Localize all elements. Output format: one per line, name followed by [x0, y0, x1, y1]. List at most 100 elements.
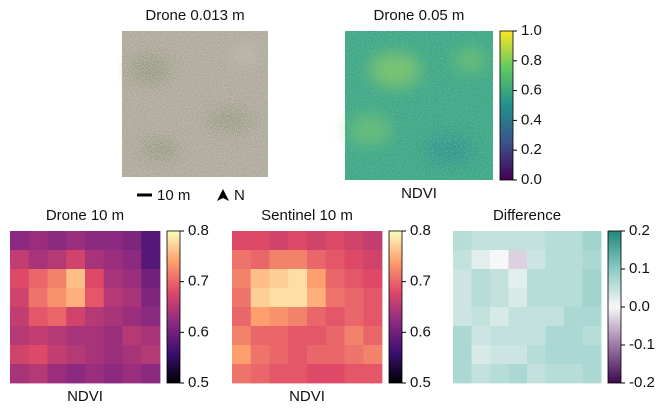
heatmap-cell	[472, 345, 491, 364]
heatmap-cell	[345, 269, 364, 288]
heatmap-cell	[123, 269, 142, 288]
heatmap-cell	[232, 345, 251, 364]
heatmap-cell	[583, 269, 602, 288]
colorbar-tick-label: 0.5	[410, 374, 431, 391]
colorbar-tick-label: 0.6	[410, 323, 431, 340]
heatmap-cell	[307, 364, 326, 383]
heatmap-cell	[564, 307, 583, 326]
heatmap-cell	[546, 307, 565, 326]
heatmap-cell	[288, 345, 307, 364]
heatmap-cell	[546, 364, 565, 383]
heatmap-cell	[104, 269, 123, 288]
heatmap-cell	[232, 288, 251, 307]
heatmap-cell	[270, 231, 289, 250]
heatmap-cell	[509, 364, 528, 383]
colorbar-tick-label: 0.0	[629, 298, 650, 315]
heatmap-cell	[48, 364, 67, 383]
heatmap-cell	[66, 326, 85, 345]
heatmap-cell	[490, 345, 509, 364]
heatmap-cell	[288, 364, 307, 383]
colorbar-tick-label: 0.7	[410, 273, 431, 290]
heatmap-cell	[564, 364, 583, 383]
heatmap-cell	[104, 326, 123, 345]
heatmap-cell	[326, 231, 345, 250]
colorbar-tick-label: 0.0	[521, 171, 542, 188]
heatmap-cell	[123, 250, 142, 269]
heatmap-cell	[546, 288, 565, 307]
heatmap-cell	[363, 326, 382, 345]
panel-title: Drone 0.013 m	[145, 7, 244, 24]
heatmap-cell	[85, 326, 104, 345]
heatmap-cell	[307, 250, 326, 269]
heatmap-cell	[583, 250, 602, 269]
heatmap-cell	[453, 307, 472, 326]
heatmap-cell	[10, 250, 29, 269]
heatmap-cell	[326, 364, 345, 383]
heatmap-cell	[363, 231, 382, 250]
colorbar-tick-label: 0.2	[629, 222, 650, 239]
ndvi-image	[345, 31, 493, 180]
heatmap-cell	[345, 288, 364, 307]
heatmap-cell	[29, 288, 48, 307]
colorbar-label: NDVI	[401, 185, 437, 202]
heatmap-cell	[509, 288, 528, 307]
heatmap-cell	[472, 307, 491, 326]
heatmap-cell	[10, 326, 29, 345]
heatmap-cell	[123, 231, 142, 250]
heatmap-cell	[345, 250, 364, 269]
heatmap-cell	[527, 250, 546, 269]
heatmap-cell	[472, 288, 491, 307]
heatmap-cell	[66, 307, 85, 326]
heatmap-cell	[85, 345, 104, 364]
heatmap-cell	[527, 307, 546, 326]
heatmap-cell	[48, 231, 67, 250]
heatmap-cell	[345, 231, 364, 250]
colorbar-tick-label: 0.8	[410, 222, 431, 239]
heatmap-cell	[251, 269, 270, 288]
heatmap-cell	[251, 364, 270, 383]
heatmap-cell	[288, 307, 307, 326]
heatmap-cell	[48, 250, 67, 269]
heatmap-cell	[10, 345, 29, 364]
heatmap-cell	[232, 231, 251, 250]
heatmap-cell	[546, 345, 565, 364]
panel-title: Sentinel 10 m	[261, 207, 353, 224]
heatmap-cell	[104, 345, 123, 364]
heatmap-cell	[564, 326, 583, 345]
colorbar-tick-label: 1.0	[521, 22, 542, 39]
heatmap-cell	[141, 231, 160, 250]
heatmap-cell	[326, 326, 345, 345]
heatmap-cell	[251, 345, 270, 364]
heatmap-cell	[326, 269, 345, 288]
heatmap-cell	[509, 307, 528, 326]
heatmap-cell	[527, 364, 546, 383]
heatmap-cell	[104, 307, 123, 326]
heatmap-cell	[527, 288, 546, 307]
heatmap-cell	[490, 231, 509, 250]
heatmap-cell	[363, 288, 382, 307]
heatmap-cell	[307, 269, 326, 288]
colorbar-tick-label: 0.2	[521, 141, 542, 158]
heatmap-cell	[564, 288, 583, 307]
heatmap-cell	[232, 326, 251, 345]
colorbar-label: NDVI	[67, 388, 103, 405]
heatmap-cell	[48, 307, 67, 326]
heatmap-cell	[453, 231, 472, 250]
colorbar	[167, 231, 180, 383]
colorbar	[608, 231, 621, 383]
rgb-photo	[122, 31, 268, 177]
colorbar	[389, 231, 402, 383]
heatmap-cell	[66, 250, 85, 269]
north-arrow	[217, 189, 229, 201]
heatmap-cell	[472, 364, 491, 383]
heatmap-cell	[564, 345, 583, 364]
heatmap-cell	[490, 364, 509, 383]
heatmap-cell	[527, 269, 546, 288]
heatmap-cell	[363, 307, 382, 326]
heatmap-cell	[232, 307, 251, 326]
heatmap-cell	[123, 364, 142, 383]
heatmap-cell	[363, 364, 382, 383]
colorbar-tick-label: 0.7	[188, 273, 209, 290]
heatmap-cell	[123, 307, 142, 326]
heatmap-cell	[326, 250, 345, 269]
